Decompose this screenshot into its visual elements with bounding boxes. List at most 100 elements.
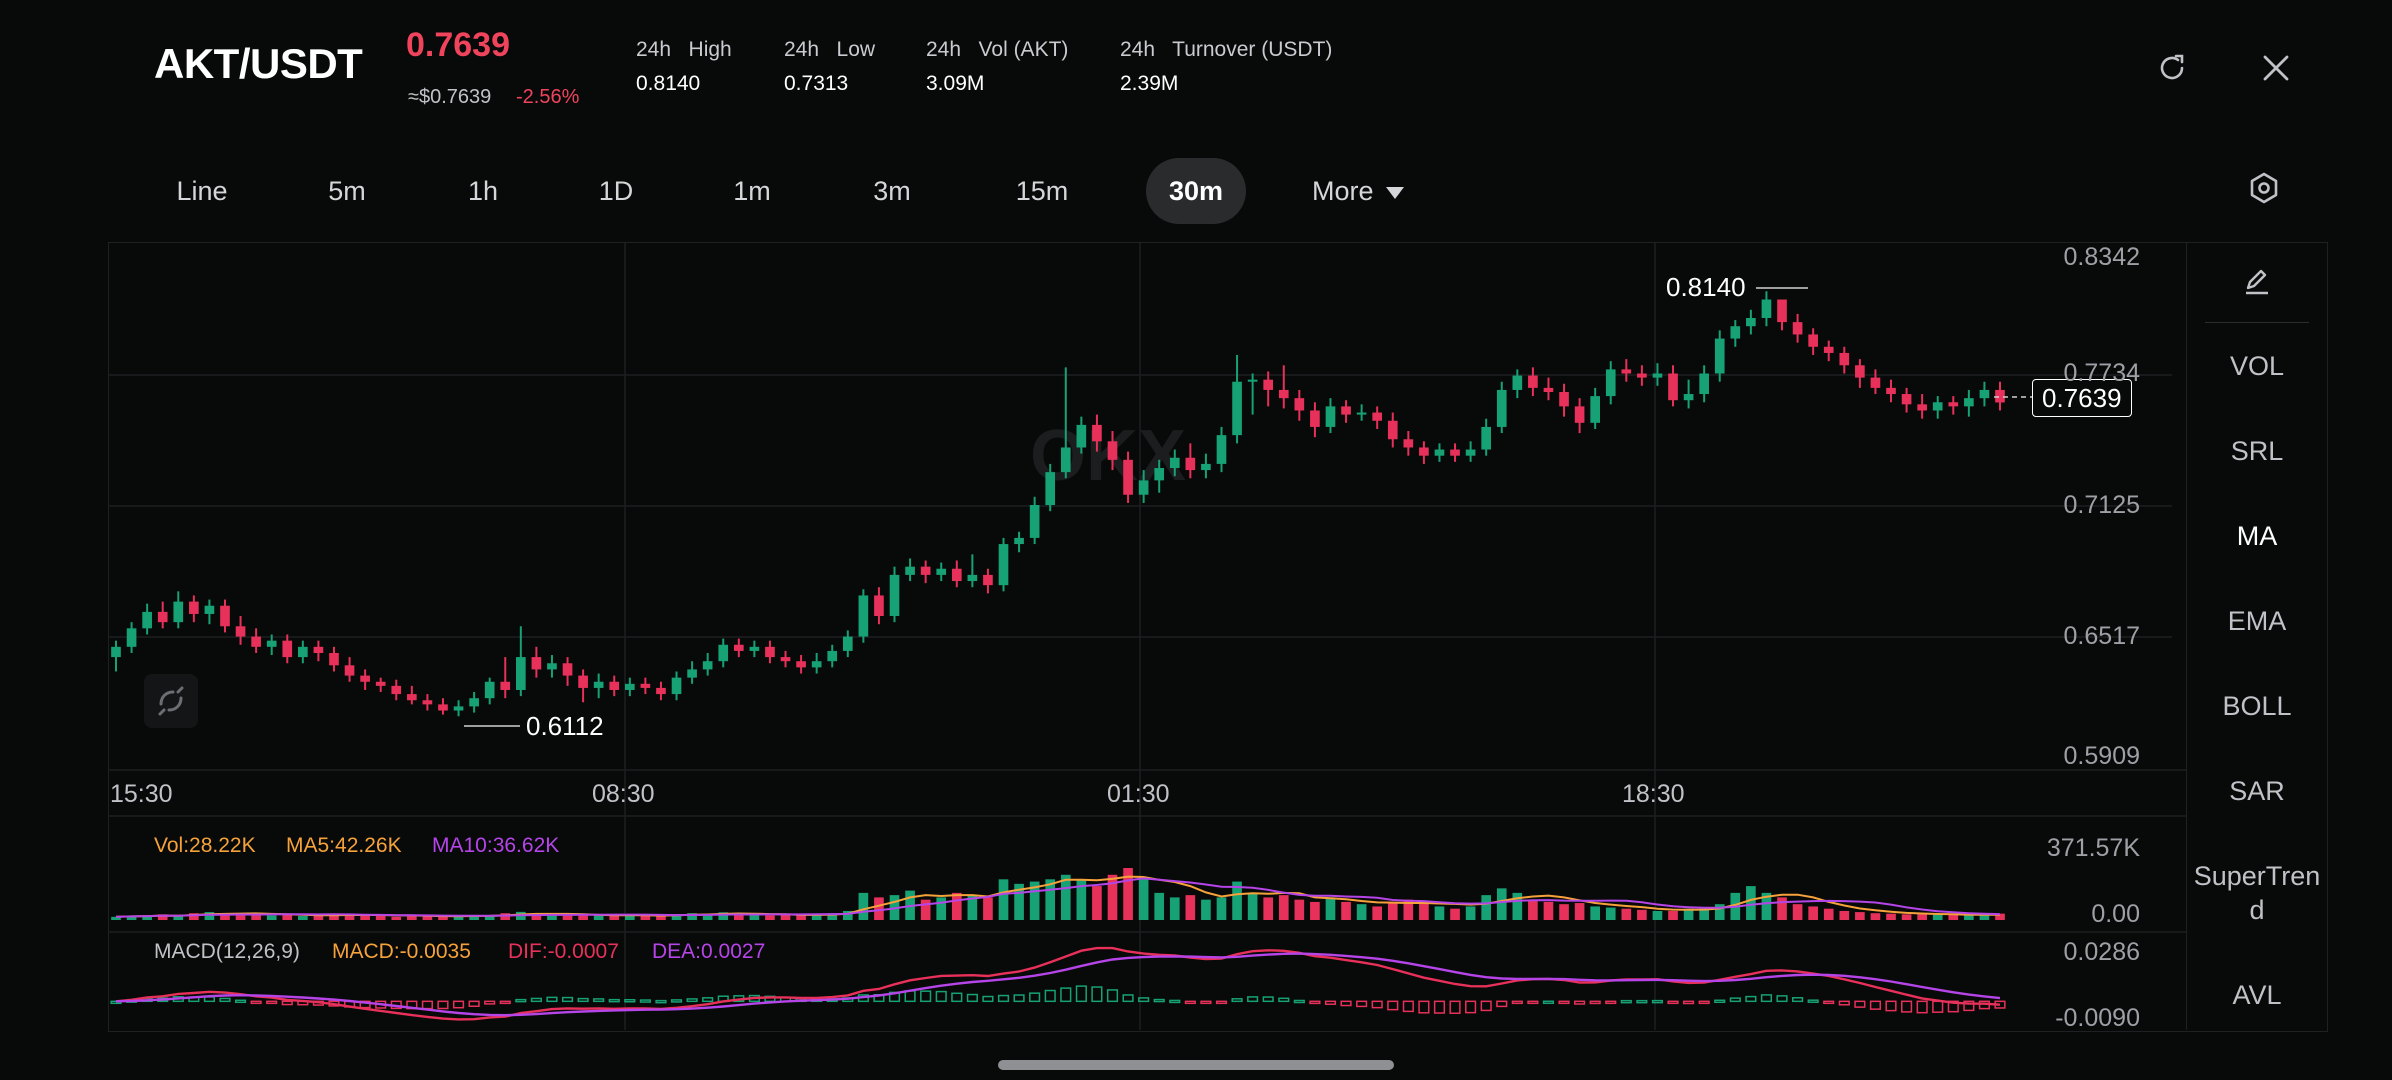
macd-histogram-bar [1869, 1000, 1882, 1010]
volume-bar [391, 916, 402, 920]
volume-bar [1808, 906, 1818, 920]
indicator-ma[interactable]: MA [2236, 521, 2278, 551]
macd-histogram-bar [1542, 1000, 1555, 1005]
macd-histogram-bar [1776, 995, 1788, 1003]
candle-body [298, 646, 308, 658]
volume-bar [1746, 886, 1756, 920]
volume-bar [1029, 881, 1040, 920]
candle-body [1232, 381, 1242, 436]
macd-histogram-bar [561, 996, 574, 1003]
candle-body [1761, 299, 1772, 319]
candle-body [1964, 398, 1974, 407]
candle-body [858, 595, 869, 637]
candle-body [951, 568, 962, 582]
tab-5m[interactable]: 5m [328, 176, 366, 206]
volume-bar [313, 915, 324, 920]
macd-histogram-bar [1885, 1000, 1897, 1012]
volume-bar [1481, 895, 1492, 920]
candle-body [671, 677, 682, 695]
volume-bar [453, 916, 464, 920]
macd-histogram-bar [935, 990, 947, 1003]
volume-bar [1823, 908, 1834, 920]
candle-body [780, 657, 791, 662]
macd-legend-dif: DIF:-0.0007 [508, 940, 619, 963]
candle-body [391, 685, 402, 695]
watermark-logo-icon[interactable] [144, 674, 198, 728]
tab-15m[interactable]: 15m [1015, 176, 1069, 206]
tab-line[interactable]: Line [176, 176, 228, 206]
macd-histogram-bar [686, 998, 698, 1003]
candle-body [360, 675, 370, 682]
indicator-supertrend[interactable]: SuperTren d [2193, 861, 2321, 925]
macd-histogram-bar [593, 998, 605, 1003]
macd-histogram-bar [1200, 1000, 1212, 1005]
volume-bar [765, 915, 775, 920]
volume-bar [671, 914, 682, 920]
indicator-ema[interactable]: EMA [2227, 606, 2287, 636]
candle-body [1839, 352, 1850, 366]
macd-histogram-bar [1527, 1000, 1539, 1005]
refresh-icon[interactable] [2154, 50, 2190, 86]
candle-body [1356, 412, 1367, 415]
more-dropdown[interactable]: More [1312, 158, 1430, 224]
macd-histogram-bar [951, 992, 963, 1003]
volume-bar [1045, 879, 1056, 920]
volume-bar [1699, 907, 1709, 920]
volume-bar [235, 913, 246, 920]
pair-title: AKT/USDT [154, 40, 363, 87]
candle-body [1029, 505, 1040, 538]
close-icon[interactable] [2258, 50, 2294, 86]
time-tick: 15:30 [110, 780, 173, 808]
macd-histogram-bar [1371, 1000, 1383, 1009]
indicator-srl[interactable]: SRL [2230, 436, 2284, 466]
macd-histogram-bar [1480, 1000, 1492, 1012]
macd-histogram-bar [1714, 999, 1726, 1004]
price-change-percent: -2.56% [516, 86, 580, 108]
candle-body [313, 646, 324, 653]
settings-icon[interactable] [2246, 170, 2282, 206]
indicator-boll[interactable]: BOLL [2222, 691, 2292, 721]
candle-body [827, 650, 838, 662]
macd-histogram-bar [250, 1000, 262, 1005]
candle-body [407, 694, 417, 701]
macd-legend-title: MACD(12,26,9) [154, 940, 300, 963]
tab-1d[interactable]: 1D [598, 176, 634, 206]
volume-bar [1372, 906, 1383, 920]
pencil-icon[interactable] [2187, 266, 2327, 304]
volume-bar [858, 892, 869, 920]
candle-body [438, 704, 448, 711]
volume-bar [578, 914, 588, 920]
macd-histogram-bar [1854, 1000, 1866, 1008]
volume-bar [422, 915, 433, 920]
tab-1h[interactable]: 1h [467, 176, 499, 206]
macd-tick: 0.0286 [2063, 938, 2140, 966]
candle-body [204, 605, 215, 614]
stat-low-label: 24h Low [784, 38, 876, 61]
volume-bar [811, 914, 822, 920]
candle-body [1637, 373, 1647, 378]
candle-body [1465, 449, 1476, 456]
tab-30m[interactable]: 30m [1146, 158, 1246, 224]
vol-legend-ma5: MA5:42.26K [286, 834, 402, 857]
tab-3m[interactable]: 3m [873, 176, 911, 206]
volume-bar [1543, 901, 1554, 920]
volume-bar [1232, 881, 1242, 920]
volume-bar [1668, 910, 1678, 920]
tab-1m[interactable]: 1m [733, 176, 771, 206]
candle-body [1668, 373, 1678, 401]
volume-bar [593, 915, 604, 920]
candle-body [1014, 537, 1024, 545]
candle-body [1450, 449, 1460, 456]
macd-histogram-bar [639, 999, 651, 1003]
indicator-sar[interactable]: SAR [2229, 776, 2285, 806]
macd-histogram-bar [1060, 987, 1072, 1003]
volume-bar [1574, 903, 1585, 920]
volume-bar [967, 895, 978, 920]
macd-histogram-bar [546, 996, 558, 1003]
macd-histogram-bar [702, 997, 714, 1003]
candle-body [1294, 398, 1305, 411]
volume-bar [1590, 906, 1601, 920]
indicator-vol[interactable]: VOL [2229, 351, 2285, 381]
indicator-avl[interactable]: AVL [2232, 980, 2282, 1010]
